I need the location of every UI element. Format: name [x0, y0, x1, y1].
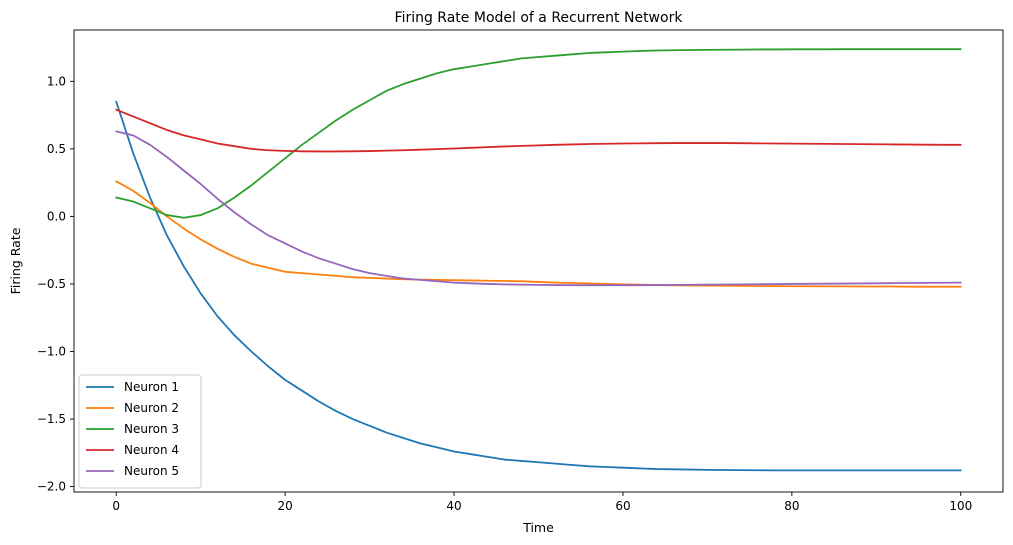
legend-label-neuron-3: Neuron 3 — [124, 422, 179, 436]
legend-box — [78, 374, 202, 489]
legend: Neuron 1 Neuron 2 Neuron 3 Neuron 4 Neuron 5 — [78, 374, 202, 489]
series-line-neuron-3 — [115, 48, 962, 219]
y-tick-label: 0.0 — [47, 209, 66, 223]
y-tick-label: −1.0 — [37, 345, 66, 359]
x-axis: 0 20 40 60 80 100 — [112, 492, 972, 513]
y-tick-label: −2.0 — [37, 480, 66, 494]
x-tick-label: 100 — [949, 499, 972, 513]
x-tick-label: 80 — [784, 499, 799, 513]
y-tick-label: 0.5 — [47, 142, 66, 156]
legend-label-neuron-2: Neuron 2 — [124, 401, 179, 415]
legend-label-neuron-1: Neuron 1 — [124, 380, 179, 394]
y-tick-label: 1.0 — [47, 74, 66, 88]
series-layer — [115, 48, 962, 472]
y-axis-title: Firing Rate — [8, 227, 23, 294]
y-axis: −2.0 −1.5 −1.0 −0.5 0.0 0.5 1.0 — [37, 74, 74, 494]
series-line-neuron-5 — [115, 130, 962, 287]
y-tick-label: −0.5 — [37, 277, 66, 291]
series-line-neuron-4 — [115, 108, 962, 153]
y-tick-label: −1.5 — [37, 412, 66, 426]
plot-frame — [73, 29, 1004, 493]
x-tick-label: 40 — [446, 499, 461, 513]
legend-label-neuron-5: Neuron 5 — [124, 464, 179, 478]
x-tick-label: 0 — [112, 499, 120, 513]
series-line-neuron-2 — [115, 180, 962, 288]
chart-title: Firing Rate Model of a Recurrent Network — [395, 10, 684, 26]
x-tick-label: 60 — [615, 499, 630, 513]
legend-label-neuron-4: Neuron 4 — [124, 443, 179, 457]
x-tick-label: 20 — [277, 499, 292, 513]
series-line-neuron-1 — [115, 100, 962, 472]
x-axis-title: Time — [522, 520, 554, 535]
